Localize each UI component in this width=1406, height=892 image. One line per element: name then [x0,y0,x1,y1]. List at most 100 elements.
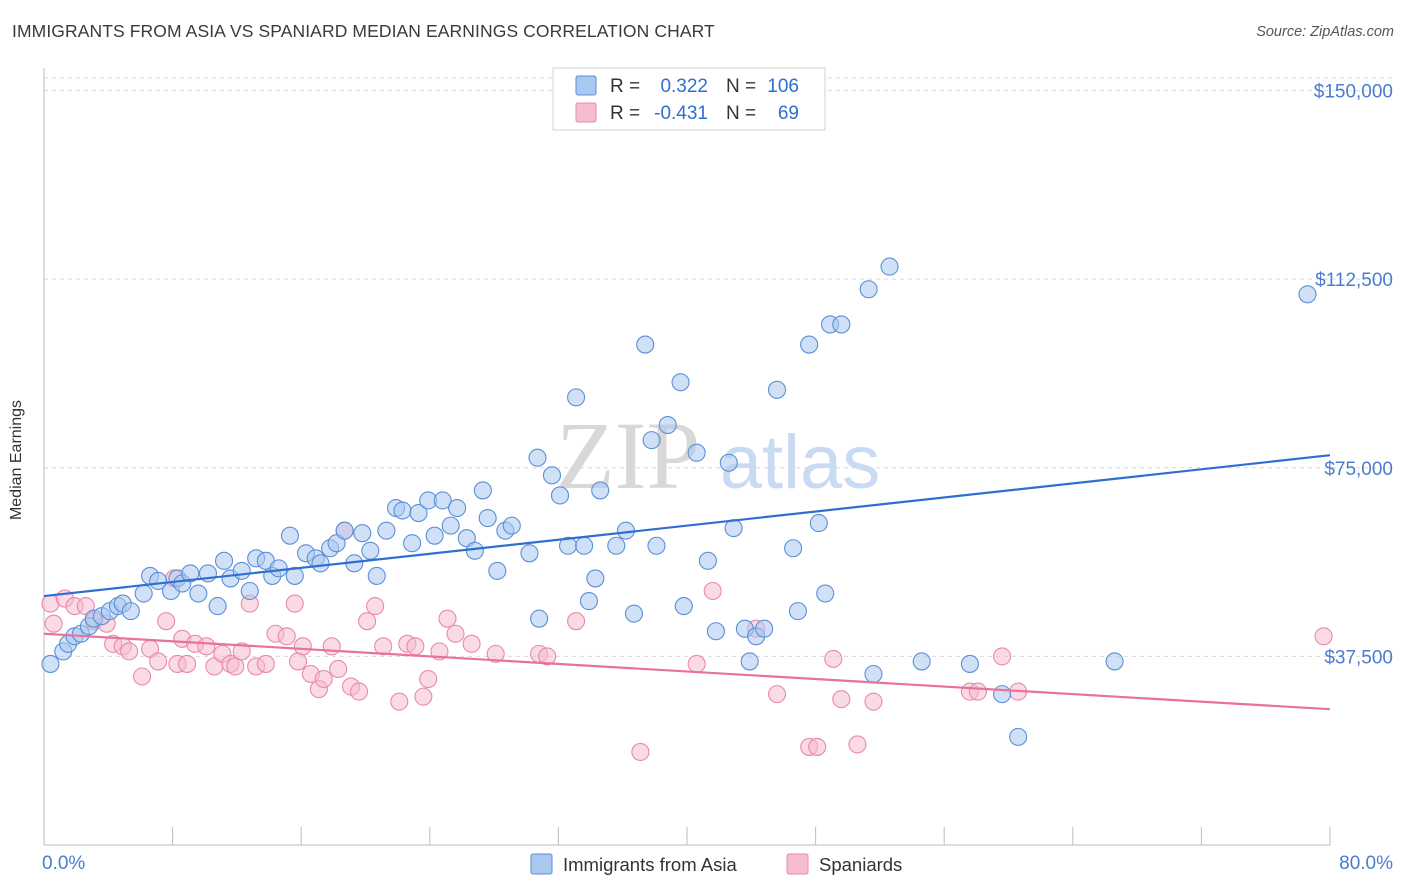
spaniards-point-58 [687,654,706,673]
watermark-atlas: atlas [720,420,881,505]
spaniards-point-72 [1314,627,1333,646]
asia-point-60 [528,448,547,467]
watermark-zip: ZIP [556,402,700,509]
legend-n-label-2: N = [726,103,756,124]
spaniards-point-17 [178,654,197,673]
spaniards-point-29 [277,627,296,646]
spaniards-point-1 [44,614,63,633]
asia-point-12 [134,584,153,603]
asia-point-45 [403,534,422,553]
asia-point-22 [214,551,234,570]
bottom-legend-swatch-asia [530,853,553,875]
asia-point-48 [425,526,444,545]
asia-point-14 [149,571,168,591]
legend-swatch-spaniards [575,102,597,123]
asia-point-103 [1105,652,1124,671]
bottom-legend-label-spaniards: Spaniards [819,854,902,875]
asia-point-61 [530,609,549,628]
spaniards-point-70 [993,647,1012,666]
asia-point-0 [41,654,60,673]
y-tick-label-1: $75,000 [1324,459,1393,480]
asia-point-70 [607,536,626,555]
asia-point-90 [788,602,807,621]
asia-point-44 [393,501,412,520]
asia-point-100 [960,654,979,673]
asia-point-72 [624,604,644,623]
legend-swatch-asia [575,75,597,96]
asia-point-65 [567,388,586,407]
asia-point-50 [441,516,460,535]
spaniards-point-57 [631,742,650,762]
asia-point-76 [658,415,677,435]
spaniards-point-9 [120,642,139,661]
bottom-legend: Immigrants from Asia Spaniards [530,853,902,875]
asia-point-99 [912,652,931,671]
spaniards-point-31 [288,652,308,671]
asia-point-88 [767,380,787,399]
spaniards-point-46 [406,637,425,656]
asia-point-98 [880,257,899,276]
asia-point-54 [473,481,492,500]
asia-point-73 [636,335,655,354]
asia-point-93 [816,584,835,603]
x-tick-labels: 0.0% 80.0% [42,853,1393,874]
asia-point-82 [719,453,738,472]
spaniards-point-63 [808,737,827,756]
asia-point-69 [591,481,610,500]
spaniards-point-19 [197,637,216,656]
asia-point-53 [465,541,484,560]
spaniards-points [41,521,1333,762]
spaniards-point-30 [285,594,304,613]
legend-n-label-1: N = [726,76,756,97]
asia-point-31 [285,566,304,585]
spaniards-point-50 [438,609,457,628]
spaniards-point-51 [446,624,465,643]
asia-point-89 [784,539,803,558]
asia-point-75 [647,536,666,555]
stats-legend: R = 0.322 N = 106 R = -0.431 N = 69 [552,67,826,131]
spaniards-point-65 [832,690,851,709]
spaniards-point-42 [366,597,385,616]
spaniards-point-10 [133,667,152,686]
axes [43,68,1331,846]
asia-point-104 [1298,285,1317,304]
spaniards-point-43 [374,637,393,656]
asia-point-37 [335,521,354,540]
chart-title: IMMIGRANTS FROM ASIA VS SPANIARD MEDIAN … [12,21,715,41]
legend-n-value-2: 69 [778,103,799,124]
asia-point-51 [448,498,467,518]
spaniards-point-59 [703,581,722,601]
legend-r-label-2: R = [610,103,640,124]
legend-n-value-1: 106 [767,76,799,97]
spaniards-point-27 [256,654,275,673]
asia-point-91 [800,335,819,354]
spaniards-point-37 [329,659,348,679]
asia-point-55 [478,509,497,528]
spaniards-point-41 [358,612,377,631]
asia-point-102 [1009,727,1028,746]
y-tick-label-3: $150,000 [1314,82,1393,103]
asia-point-77 [671,373,690,392]
asia-point-46 [409,504,428,523]
asia-point-19 [189,584,208,603]
spaniards-point-47 [414,687,433,706]
asia-point-68 [586,569,605,588]
asia-point-87 [755,619,774,638]
asia-point-67 [579,592,598,611]
spaniards-point-48 [419,669,438,689]
spaniards-point-66 [848,735,867,754]
asia-point-59 [520,544,539,563]
spaniards-point-53 [486,644,505,663]
asia-point-49 [433,491,452,510]
asia-point-78 [674,597,693,616]
legend-r-label-1: R = [610,76,640,97]
asia-point-56 [488,561,507,580]
spaniards-point-61 [767,685,787,704]
spaniards-point-56 [567,612,586,631]
spaniards-point-69 [968,682,988,701]
asia-point-29 [269,559,288,578]
y-tick-labels: $37,500 $75,000 $112,500 $150,000 [1314,82,1393,669]
spaniards-point-13 [157,612,176,631]
spaniards-point-23 [226,657,245,676]
